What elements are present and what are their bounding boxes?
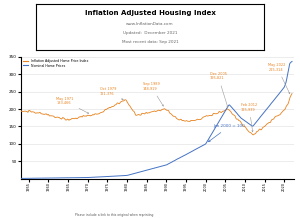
Text: Inflation Adjusted Housing Index: Inflation Adjusted Housing Index <box>85 10 215 16</box>
Text: Please include a link to this original when reprinting: Please include a link to this original w… <box>75 213 153 217</box>
Text: Jan 2000 = 100: Jan 2000 = 100 <box>208 124 245 142</box>
Text: Dec 2005
195,821: Dec 2005 195,821 <box>209 72 228 107</box>
Legend: Inflation Adjusted Home Price Index, Nominal Home Prices: Inflation Adjusted Home Price Index, Nom… <box>22 58 88 68</box>
Text: Updated:  December 2021: Updated: December 2021 <box>123 31 177 35</box>
Text: May 1971
183,466: May 1971 183,466 <box>56 97 89 113</box>
Text: Feb 2012
125,939: Feb 2012 125,939 <box>241 103 257 132</box>
Text: Oct 1979
121,376: Oct 1979 121,376 <box>100 87 123 100</box>
Text: Most recent data: Sep 2021: Most recent data: Sep 2021 <box>122 40 178 44</box>
Text: May 2022
225,314: May 2022 225,314 <box>268 63 290 94</box>
Text: Sep 1989
148,919: Sep 1989 148,919 <box>143 82 164 106</box>
Text: www.InflationData.com: www.InflationData.com <box>126 22 174 26</box>
